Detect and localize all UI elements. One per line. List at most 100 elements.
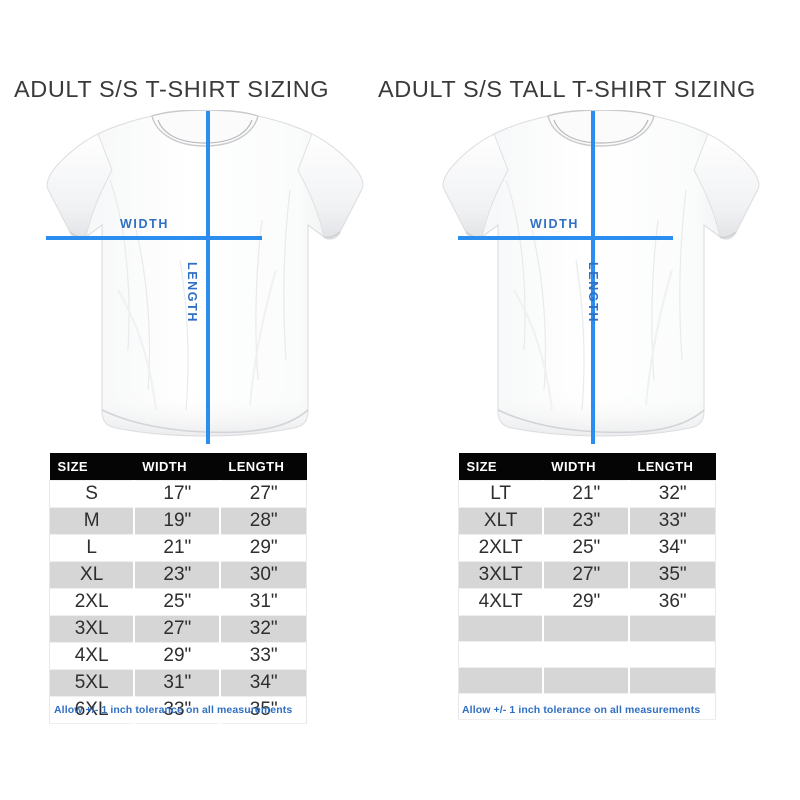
cell-width: 25"	[542, 534, 631, 562]
table-row	[458, 667, 717, 694]
cell-length: 34"	[628, 534, 717, 562]
cell-width	[542, 693, 631, 720]
cell-size	[458, 667, 545, 694]
cell-width: 31"	[133, 669, 222, 697]
table-row: 4XLT 29" 36"	[458, 588, 717, 616]
cell-size	[458, 615, 545, 642]
right-chart-title: ADULT S/S TALL T-SHIRT SIZING	[378, 76, 756, 102]
cell-length: 34"	[219, 669, 308, 697]
cell-length	[628, 641, 717, 668]
table-row: XLT 23" 33"	[458, 507, 717, 535]
table-header-row: SIZE WIDTH LENGTH	[458, 453, 716, 481]
cell-width: 21"	[133, 534, 222, 562]
cell-size: 2XL	[49, 588, 136, 616]
cell-size: XL	[49, 561, 136, 589]
width-measure-line	[46, 236, 262, 240]
table-row: XL 23" 30"	[49, 561, 308, 589]
cell-length	[628, 615, 717, 642]
column-header-length: LENGTH	[629, 453, 716, 481]
cell-size: XLT	[458, 507, 545, 535]
table-row: 3XL 27" 32"	[49, 615, 308, 643]
table-header-row: SIZE WIDTH LENGTH	[49, 453, 307, 481]
adult-tall-tshirt-illustration: WIDTH LENGTH	[420, 110, 780, 445]
cell-width: 23"	[133, 561, 222, 589]
cell-size: LT	[458, 480, 545, 508]
adult-tshirt-illustration: WIDTH LENGTH	[40, 110, 370, 445]
cell-length: 32"	[219, 615, 308, 643]
cell-width: 19"	[133, 507, 222, 535]
length-label: LENGTH	[185, 262, 199, 323]
cell-length: 35"	[628, 561, 717, 589]
cell-size: 4XL	[49, 642, 136, 670]
table-row: 6XL 33" 35"	[49, 696, 308, 724]
cell-width	[542, 641, 631, 668]
tshirt-graphic-icon	[442, 110, 760, 437]
cell-width: 21"	[542, 480, 631, 508]
cell-length: 29"	[219, 534, 308, 562]
cell-length: 33"	[628, 507, 717, 535]
table-row: 5XL 31" 34"	[49, 669, 308, 697]
table-row: 4XL 29" 33"	[49, 642, 308, 670]
cell-size: 4XLT	[458, 588, 545, 616]
cell-width: 27"	[542, 561, 631, 589]
width-label: WIDTH	[530, 217, 579, 231]
table-row: 2XLT 25" 34"	[458, 534, 717, 562]
cell-size	[458, 693, 545, 720]
cell-width: 27"	[133, 615, 222, 643]
cell-length: 28"	[219, 507, 308, 535]
tshirt-graphic-icon	[46, 110, 364, 437]
cell-width: 29"	[542, 588, 631, 616]
cell-length: 32"	[628, 480, 717, 508]
column-header-size: SIZE	[458, 453, 544, 481]
left-chart-title: ADULT S/S T-SHIRT SIZING	[14, 76, 330, 102]
cell-width	[542, 667, 631, 694]
cell-length	[628, 667, 717, 694]
column-header-length: LENGTH	[220, 453, 307, 481]
right-tolerance-note: Allow +/- 1 inch tolerance on all measur…	[462, 704, 701, 716]
table-row: L 21" 29"	[49, 534, 308, 562]
length-measure-line	[591, 111, 595, 444]
cell-length: 33"	[219, 642, 308, 670]
column-header-width: WIDTH	[543, 453, 630, 481]
length-label: LENGTH	[586, 262, 600, 323]
cell-length: 27"	[219, 480, 308, 508]
length-measure-line	[205, 111, 210, 444]
adult-tall-size-table: SIZE WIDTH LENGTH LT 21" 32" XLT 23" 33" 2XLT 2…	[458, 453, 717, 720]
cell-length: 30"	[219, 561, 308, 589]
adult-tall-tshirt-panel: WIDTH LENGTH	[420, 110, 780, 445]
cell-size: M	[49, 507, 136, 535]
table-row: 2XL 25" 31"	[49, 588, 308, 616]
cell-width: 23"	[542, 507, 631, 535]
table-row: 3XLT 27" 35"	[458, 561, 717, 589]
column-header-width: WIDTH	[134, 453, 221, 481]
adult-size-table: SIZE WIDTH LENGTH S 17" 27" M 19" 28" L 21" 29" X…	[49, 453, 308, 724]
cell-size: L	[49, 534, 136, 562]
cell-length	[628, 693, 717, 720]
cell-width: 17"	[133, 480, 222, 508]
cell-width: 25"	[133, 588, 222, 616]
cell-size: 3XL	[49, 615, 136, 643]
cell-size: 3XLT	[458, 561, 545, 589]
width-measure-line	[458, 236, 673, 240]
cell-size: 2XLT	[458, 534, 545, 562]
table-row	[458, 693, 717, 720]
adult-tshirt-panel: WIDTH LENGTH	[40, 110, 370, 445]
cell-size	[458, 641, 545, 668]
cell-size: 6XL	[49, 696, 136, 724]
cell-length: 36"	[628, 588, 717, 616]
cell-width: 29"	[133, 642, 222, 670]
table-row: LT 21" 32"	[458, 480, 717, 508]
table-row: S 17" 27"	[49, 480, 308, 508]
left-tolerance-note: Allow +/- 1 inch tolerance on all measur…	[54, 704, 293, 716]
cell-length: 35"	[219, 696, 308, 724]
table-row	[458, 615, 717, 642]
cell-size: 5XL	[49, 669, 136, 697]
width-label: WIDTH	[120, 217, 169, 231]
table-row	[458, 641, 717, 668]
adult-size-table-body: S 17" 27" M 19" 28" L 21" 29" XL 23" 30" 2XL 25" 31" 3X…	[49, 480, 308, 724]
adult-tall-size-table-body: LT 21" 32" XLT 23" 33" 2XLT 25" 34" 3XLT 27" 35" 4XL…	[458, 480, 717, 720]
cell-length: 31"	[219, 588, 308, 616]
table-row: M 19" 28"	[49, 507, 308, 535]
cell-width: 33"	[133, 696, 222, 724]
